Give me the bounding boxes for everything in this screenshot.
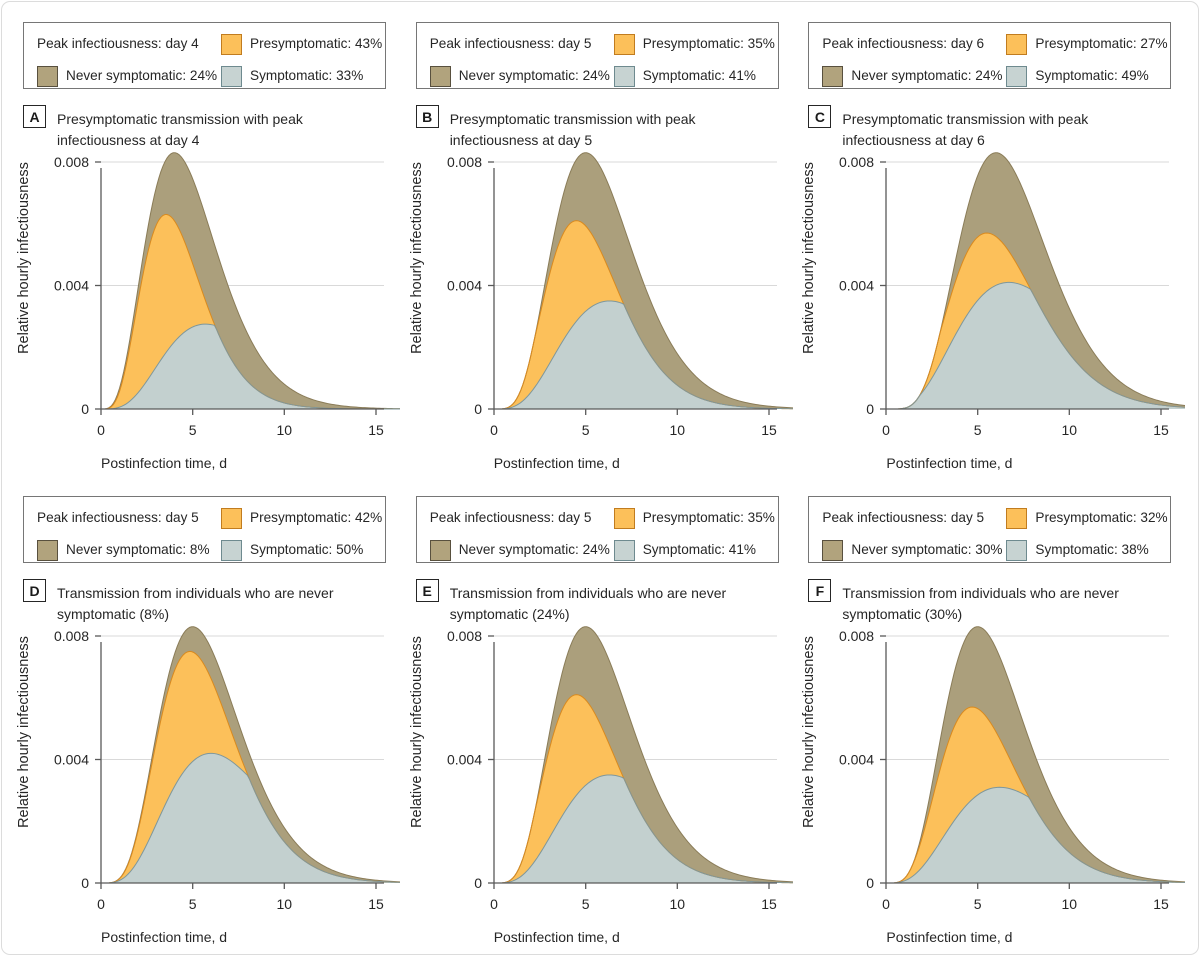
- svg-text:10: 10: [1062, 896, 1078, 912]
- svg-text:5: 5: [189, 422, 197, 438]
- svg-text:15: 15: [368, 422, 384, 438]
- svg-text:0.004: 0.004: [839, 751, 874, 767]
- svg-text:0.004: 0.004: [447, 751, 482, 767]
- svg-text:0: 0: [867, 401, 875, 417]
- svg-text:0.004: 0.004: [54, 278, 89, 294]
- svg-text:0.008: 0.008: [839, 154, 874, 170]
- svg-text:0.008: 0.008: [839, 628, 874, 644]
- svg-text:0: 0: [867, 875, 875, 891]
- svg-text:0: 0: [81, 401, 89, 417]
- svg-text:0: 0: [882, 896, 890, 912]
- svg-text:15: 15: [1154, 422, 1170, 438]
- svg-text:10: 10: [277, 422, 293, 438]
- svg-text:5: 5: [189, 896, 197, 912]
- svg-text:0.008: 0.008: [447, 628, 482, 644]
- svg-text:0.008: 0.008: [54, 628, 89, 644]
- svg-text:0: 0: [97, 422, 105, 438]
- svg-text:5: 5: [974, 422, 982, 438]
- svg-text:0: 0: [81, 875, 89, 891]
- svg-text:10: 10: [277, 896, 293, 912]
- svg-text:0.004: 0.004: [447, 278, 482, 294]
- svg-text:10: 10: [1062, 422, 1078, 438]
- svg-text:15: 15: [1154, 896, 1170, 912]
- svg-text:5: 5: [974, 896, 982, 912]
- svg-text:0: 0: [97, 896, 105, 912]
- svg-text:5: 5: [581, 422, 589, 438]
- svg-text:0.004: 0.004: [54, 751, 89, 767]
- svg-text:10: 10: [669, 422, 685, 438]
- svg-text:0.004: 0.004: [839, 278, 874, 294]
- svg-text:15: 15: [761, 422, 777, 438]
- svg-text:0.008: 0.008: [447, 154, 482, 170]
- svg-text:10: 10: [669, 896, 685, 912]
- svg-text:0: 0: [490, 896, 498, 912]
- svg-text:0: 0: [882, 422, 890, 438]
- svg-text:0.008: 0.008: [54, 154, 89, 170]
- svg-text:0: 0: [474, 401, 482, 417]
- svg-text:0: 0: [474, 875, 482, 891]
- svg-text:15: 15: [761, 896, 777, 912]
- svg-text:0: 0: [490, 422, 498, 438]
- svg-text:5: 5: [581, 896, 589, 912]
- svg-text:15: 15: [368, 896, 384, 912]
